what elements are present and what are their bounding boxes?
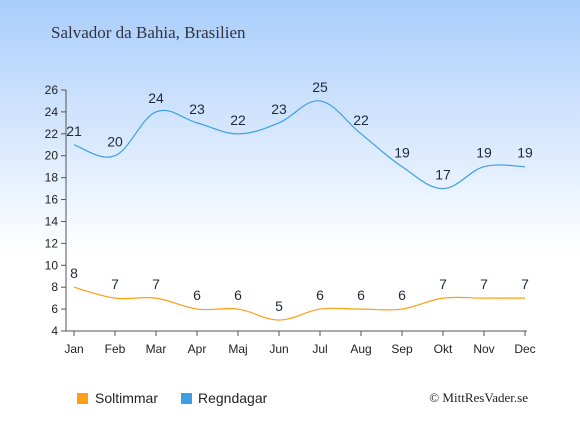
legend-label-regndagar: Regndagar [198,390,268,406]
x-tick-label: Nov [473,342,494,356]
data-label-soltimmar: 6 [398,287,406,303]
y-axis-ticks: 4 6 8 10 12 14 16 18 20 22 24 26 [45,83,66,338]
data-label-regndagar: 24 [148,90,164,106]
y-tick-label: 10 [45,258,59,272]
x-tick-label: Maj [228,342,247,356]
data-label-regndagar: 21 [66,123,82,139]
credit-text: © MittResVader.se [429,390,528,405]
data-label-regndagar: 22 [230,112,246,128]
series-line-regndagar [73,100,526,190]
y-tick-label: 4 [51,324,58,338]
x-tick-label: Okt [434,342,453,356]
y-tick-label: 14 [45,214,59,228]
x-tick-label: Feb [105,342,126,356]
data-label-soltimmar: 6 [193,287,201,303]
legend-label-soltimmar: Soltimmar [95,390,158,406]
data-label-regndagar: 23 [271,101,287,117]
x-axis-ticks: Jan Feb Mar Apr Maj Jun Jul Aug Sep Okt Nov Dec [64,331,536,356]
y-tick-label: 24 [45,105,59,119]
y-tick-label: 8 [51,280,58,294]
data-label-regndagar: 19 [517,145,533,161]
legend: Soltimmar Regndagar [77,390,268,406]
y-tick-label: 6 [51,302,58,316]
y-tick-label: 26 [45,83,59,97]
data-label-soltimmar: 7 [439,276,447,292]
data-label-soltimmar: 6 [234,287,242,303]
data-label-regndagar: 22 [353,112,369,128]
data-label-soltimmar: 7 [152,276,160,292]
data-label-regndagar: 25 [312,79,328,95]
x-tick-label: Jun [269,342,288,356]
x-tick-label: Sep [391,342,413,356]
data-label-regndagar: 19 [476,145,492,161]
data-label-soltimmar: 8 [70,265,78,281]
y-tick-label: 12 [45,236,59,250]
legend-swatch-regndagar [181,393,192,404]
data-label-soltimmar: 7 [480,276,488,292]
x-tick-label: Aug [350,342,371,356]
data-label-soltimmar: 6 [357,287,365,303]
chart-title: Salvador da Bahia, Brasilien [51,23,246,42]
data-label-regndagar: 23 [189,101,205,117]
series-lines [73,100,526,321]
axes [65,90,527,332]
data-labels: 8 7 7 6 6 5 6 6 6 7 7 7 21 20 24 23 22 23 25 22 19 17 19 19 [66,79,533,314]
data-label-soltimmar: 7 [111,276,119,292]
data-label-soltimmar: 5 [275,298,283,314]
y-tick-label: 18 [45,171,59,185]
data-label-regndagar: 19 [394,145,410,161]
x-tick-label: Apr [188,342,207,356]
x-tick-label: Jul [312,342,327,356]
data-label-soltimmar: 7 [521,276,529,292]
x-tick-label: Jan [64,342,83,356]
data-label-soltimmar: 6 [316,287,324,303]
legend-swatch-soltimmar [77,393,88,404]
x-tick-label: Mar [146,342,167,356]
y-tick-label: 22 [45,127,59,141]
y-tick-label: 16 [45,193,59,207]
x-tick-label: Dec [514,342,535,356]
data-label-regndagar: 17 [435,167,451,183]
data-label-regndagar: 20 [107,134,123,150]
series-line-soltimmar [73,286,525,321]
y-tick-label: 20 [45,149,59,163]
